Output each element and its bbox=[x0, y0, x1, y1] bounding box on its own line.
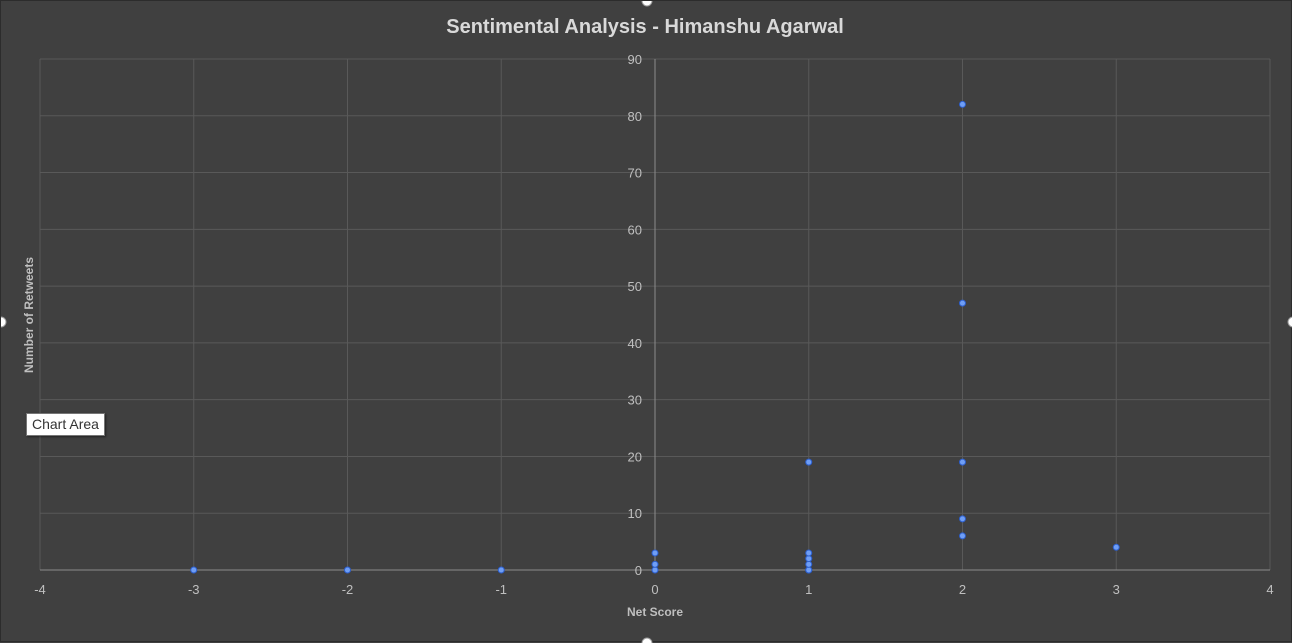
x-tick-label: 4 bbox=[1266, 582, 1273, 597]
x-tick-label: 0 bbox=[651, 582, 658, 597]
data-point[interactable] bbox=[651, 566, 659, 574]
data-point[interactable] bbox=[1112, 543, 1120, 551]
data-point[interactable] bbox=[805, 458, 813, 466]
tick-labels: 0 10 20 30 40 50 60 70 80 90 -4 -3 -2 -1 0 1 2 3 4 bbox=[34, 52, 1273, 597]
data-point[interactable] bbox=[497, 566, 505, 574]
data-point[interactable] bbox=[959, 299, 966, 307]
y-tick-label: 0 bbox=[635, 563, 642, 578]
y-axis-title[interactable]: Number of Retweets bbox=[22, 257, 36, 373]
data-point[interactable] bbox=[959, 515, 966, 523]
y-tick-label: 80 bbox=[628, 109, 642, 124]
data-point[interactable] bbox=[959, 458, 966, 466]
axes bbox=[40, 59, 1270, 571]
chart-area-tooltip: Chart Area bbox=[26, 413, 105, 436]
resize-handle[interactable] bbox=[1, 316, 7, 328]
data-point[interactable] bbox=[651, 549, 659, 557]
data-point[interactable] bbox=[805, 566, 813, 574]
x-tick-label: 2 bbox=[959, 582, 966, 597]
data-point[interactable] bbox=[344, 566, 351, 574]
y-tick-label: 50 bbox=[628, 279, 642, 294]
x-tick-label: 1 bbox=[805, 582, 812, 597]
x-tick-label: 3 bbox=[1113, 582, 1120, 597]
data-points[interactable] bbox=[190, 100, 1120, 574]
x-axis-title[interactable]: Net Score bbox=[627, 605, 683, 619]
data-point[interactable] bbox=[805, 560, 813, 568]
resize-handle[interactable] bbox=[641, 637, 653, 643]
data-point[interactable] bbox=[805, 549, 813, 557]
data-point[interactable] bbox=[959, 532, 966, 540]
y-tick-label: 60 bbox=[628, 222, 642, 237]
y-tick-label: 70 bbox=[628, 166, 642, 181]
y-tick-label: 10 bbox=[628, 506, 642, 521]
data-point[interactable] bbox=[190, 566, 198, 574]
y-tick-label: 20 bbox=[628, 449, 642, 464]
y-tick-label: 30 bbox=[628, 393, 642, 408]
resize-handle[interactable] bbox=[641, 1, 653, 7]
x-tick-label: -1 bbox=[495, 582, 507, 597]
resize-handle[interactable] bbox=[1287, 316, 1292, 328]
data-point[interactable] bbox=[805, 555, 813, 563]
x-tick-label: -3 bbox=[188, 582, 200, 597]
chart-title[interactable]: Sentimental Analysis - Himanshu Agarwal bbox=[446, 16, 844, 38]
x-tick-label: -2 bbox=[342, 582, 354, 597]
data-point[interactable] bbox=[959, 100, 966, 108]
x-tick-label: -4 bbox=[34, 582, 46, 597]
y-tick-label: 90 bbox=[628, 52, 642, 67]
data-point[interactable] bbox=[651, 560, 659, 568]
y-tick-label: 40 bbox=[628, 336, 642, 351]
